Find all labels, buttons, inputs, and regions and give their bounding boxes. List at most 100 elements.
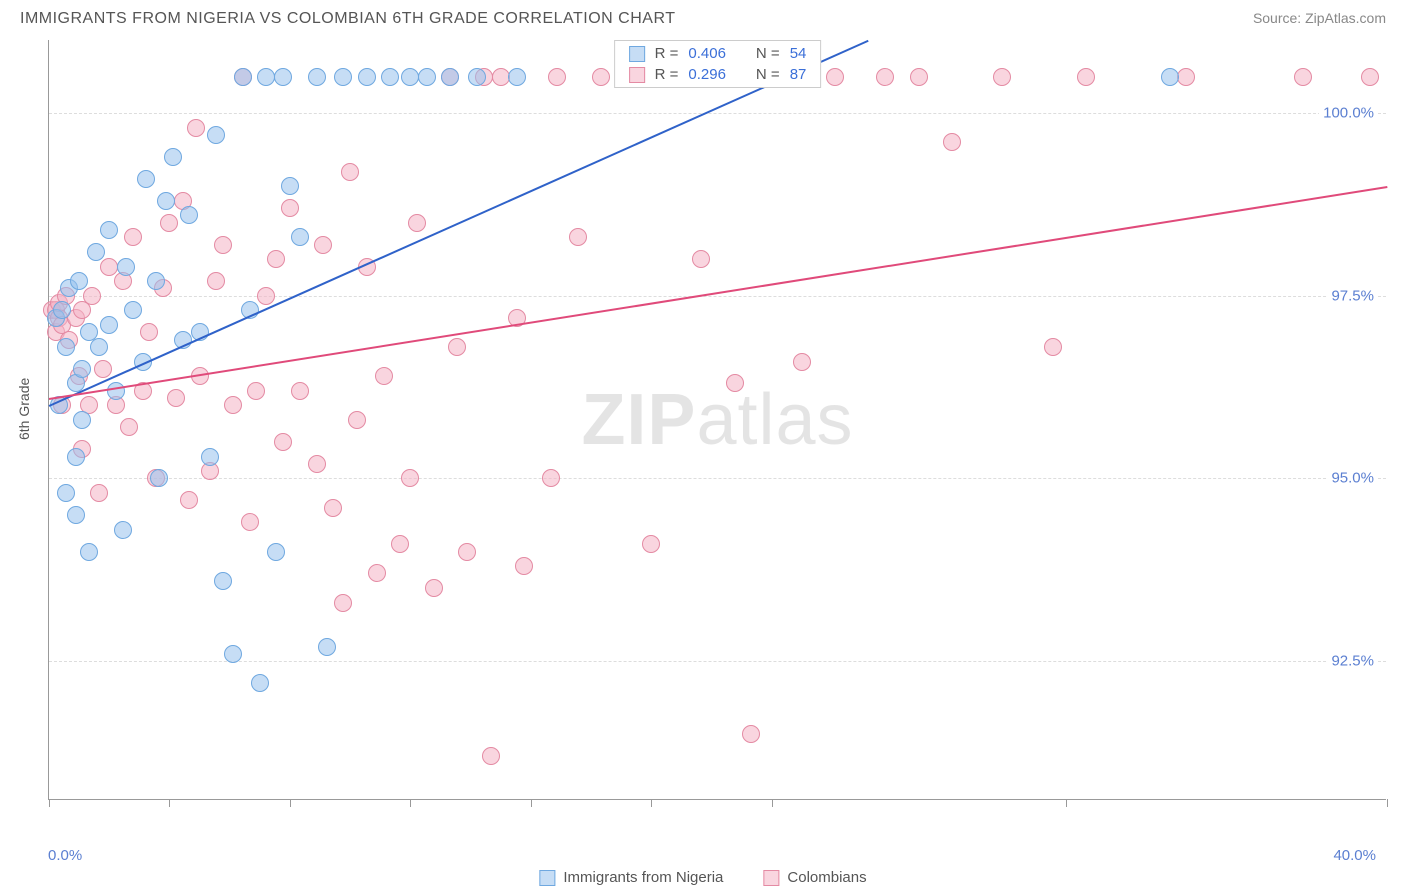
scatter-point-colombians [492, 68, 510, 86]
scatter-point-colombians [274, 433, 292, 451]
scatter-point-nigeria [224, 645, 242, 663]
stats-r-value: 0.406 [688, 45, 726, 62]
stats-n-value: 87 [790, 66, 807, 83]
header: IMMIGRANTS FROM NIGERIA VS COLOMBIAN 6TH… [0, 0, 1406, 32]
gridline [49, 113, 1386, 114]
scatter-point-colombians [993, 68, 1011, 86]
x-axis-min-label: 0.0% [48, 847, 82, 864]
scatter-point-colombians [569, 228, 587, 246]
scatter-point-nigeria [201, 448, 219, 466]
stats-swatch-colombians [629, 67, 645, 83]
scatter-point-nigeria [401, 68, 419, 86]
stats-n-value: 54 [790, 45, 807, 62]
scatter-point-nigeria [67, 506, 85, 524]
gridline [49, 661, 1386, 662]
x-tick [49, 799, 50, 807]
scatter-point-nigeria [90, 338, 108, 356]
scatter-point-colombians [140, 323, 158, 341]
scatter-point-colombians [1077, 68, 1095, 86]
scatter-point-nigeria [87, 243, 105, 261]
stats-r-label: R = [655, 45, 679, 62]
scatter-point-colombians [94, 360, 112, 378]
scatter-point-colombians [291, 382, 309, 400]
scatter-point-nigeria [73, 411, 91, 429]
scatter-point-colombians [391, 535, 409, 553]
scatter-point-colombians [425, 579, 443, 597]
gridline [49, 478, 1386, 479]
scatter-point-nigeria [147, 272, 165, 290]
x-tick [531, 799, 532, 807]
scatter-point-nigeria [57, 484, 75, 502]
scatter-point-colombians [458, 543, 476, 561]
scatter-point-nigeria [100, 316, 118, 334]
scatter-point-colombians [120, 418, 138, 436]
x-tick [1387, 799, 1388, 807]
scatter-point-colombians [943, 133, 961, 151]
legend-item-nigeria: Immigrants from Nigeria [539, 869, 723, 886]
scatter-point-colombians [124, 228, 142, 246]
legend: Immigrants from Nigeria Colombians [539, 869, 866, 886]
stats-row: R = 0.406 N = 54 [615, 43, 821, 64]
scatter-point-nigeria [358, 68, 376, 86]
stats-box: R = 0.406 N = 54 R = 0.296 N = 87 [614, 40, 822, 88]
scatter-point-colombians [100, 258, 118, 276]
scatter-point-nigeria [234, 68, 252, 86]
scatter-point-colombians [408, 214, 426, 232]
scatter-point-colombians [910, 68, 928, 86]
scatter-point-colombians [793, 353, 811, 371]
scatter-point-colombians [401, 469, 419, 487]
scatter-point-colombians [247, 382, 265, 400]
stats-swatch-nigeria [629, 46, 645, 62]
scatter-point-colombians [187, 119, 205, 137]
watermark: ZIPatlas [581, 379, 853, 461]
stats-r-value: 0.296 [688, 66, 726, 83]
scatter-point-nigeria [274, 68, 292, 86]
y-tick-label: 92.5% [1327, 653, 1378, 670]
scatter-point-colombians [83, 287, 101, 305]
scatter-point-nigeria [53, 301, 71, 319]
scatter-point-colombians [308, 455, 326, 473]
y-tick-label: 97.5% [1327, 287, 1378, 304]
scatter-point-nigeria [117, 258, 135, 276]
legend-label-colombians: Colombians [787, 869, 866, 886]
scatter-point-colombians [241, 513, 259, 531]
scatter-point-colombians [642, 535, 660, 553]
scatter-point-colombians [180, 491, 198, 509]
scatter-point-nigeria [80, 543, 98, 561]
scatter-point-colombians [214, 236, 232, 254]
x-tick [1066, 799, 1067, 807]
scatter-point-colombians [1294, 68, 1312, 86]
scatter-point-nigeria [100, 221, 118, 239]
scatter-point-colombians [257, 287, 275, 305]
scatter-point-nigeria [157, 192, 175, 210]
scatter-point-nigeria [1161, 68, 1179, 86]
scatter-point-colombians [742, 725, 760, 743]
scatter-point-nigeria [114, 521, 132, 539]
scatter-point-nigeria [164, 148, 182, 166]
source-label: Source: ZipAtlas.com [1253, 10, 1386, 26]
scatter-point-colombians [692, 250, 710, 268]
scatter-point-colombians [160, 214, 178, 232]
scatter-point-colombians [375, 367, 393, 385]
x-axis-max-label: 40.0% [1333, 847, 1376, 864]
scatter-point-nigeria [150, 469, 168, 487]
legend-swatch-colombians [763, 870, 779, 886]
scatter-point-nigeria [67, 448, 85, 466]
scatter-point-colombians [90, 484, 108, 502]
scatter-point-nigeria [107, 382, 125, 400]
scatter-point-nigeria [137, 170, 155, 188]
stats-n-label: N = [756, 45, 780, 62]
scatter-point-nigeria [57, 338, 75, 356]
scatter-point-nigeria [124, 301, 142, 319]
scatter-point-colombians [548, 68, 566, 86]
x-tick [651, 799, 652, 807]
scatter-point-colombians [348, 411, 366, 429]
scatter-point-colombians [482, 747, 500, 765]
scatter-point-nigeria [207, 126, 225, 144]
scatter-point-colombians [224, 396, 242, 414]
y-axis-title: 6th Grade [16, 378, 32, 440]
scatter-point-colombians [324, 499, 342, 517]
scatter-point-nigeria [441, 68, 459, 86]
scatter-point-nigeria [180, 206, 198, 224]
regression-line-colombians [49, 186, 1387, 400]
